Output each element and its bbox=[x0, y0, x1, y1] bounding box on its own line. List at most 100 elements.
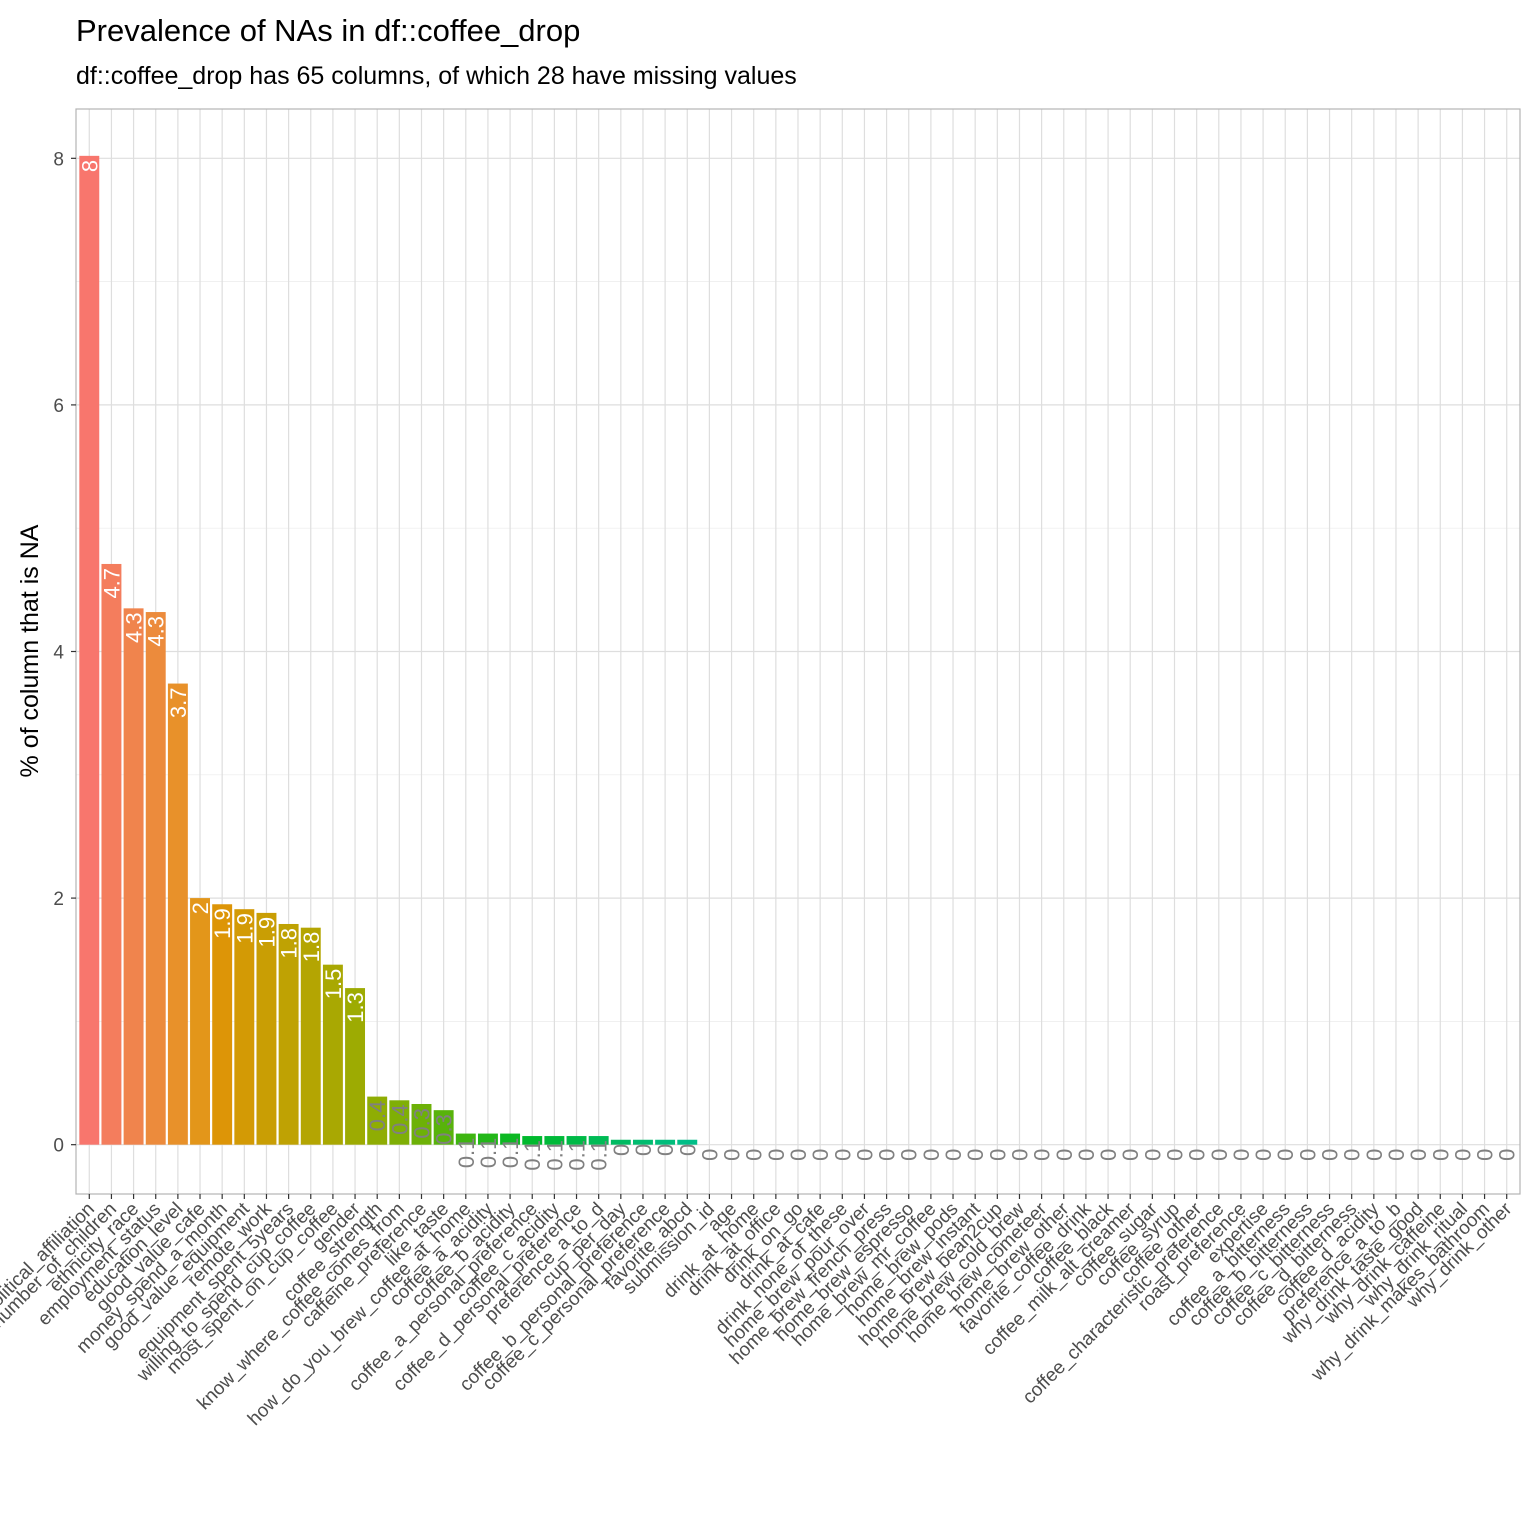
bar-label: 0 bbox=[1251, 1149, 1276, 1161]
bar-label: 0 bbox=[1428, 1149, 1453, 1161]
y-tick-label: 0 bbox=[53, 1136, 64, 1157]
bar-label: 1.9 bbox=[232, 913, 257, 944]
bar-label: 0 bbox=[1052, 1149, 1077, 1161]
bar bbox=[190, 898, 210, 1145]
bar-label: 1.3 bbox=[343, 992, 368, 1023]
bar-label: 0 bbox=[941, 1149, 966, 1161]
bar-label: 0 bbox=[764, 1149, 789, 1161]
bar-label: 0 bbox=[697, 1149, 722, 1161]
bar-label: 0 bbox=[786, 1149, 811, 1161]
bar-label: 0 bbox=[1207, 1149, 1232, 1161]
bar-label: 0 bbox=[1185, 1149, 1210, 1161]
bar-label: 3.7 bbox=[166, 688, 191, 719]
chart-title: Prevalence of NAs in df::coffee_drop bbox=[76, 13, 580, 48]
plot-panel: 84.74.34.33.721.91.91.91.81.81.51.30.40.… bbox=[0, 108, 1521, 1430]
bar bbox=[79, 155, 100, 1145]
bar bbox=[101, 563, 122, 1145]
bar bbox=[677, 1139, 698, 1145]
bar bbox=[477, 1133, 498, 1145]
bar-label: 4.3 bbox=[144, 616, 169, 647]
bar-label: 0.4 bbox=[387, 1104, 412, 1135]
bar bbox=[322, 964, 343, 1145]
bar-label: 0 bbox=[742, 1149, 767, 1161]
bar-label: 0 bbox=[1074, 1149, 1099, 1161]
bar-label: 0 bbox=[1318, 1149, 1343, 1161]
bar-label: 4.7 bbox=[99, 568, 124, 599]
bar bbox=[500, 1133, 521, 1145]
bar-label: 0 bbox=[631, 1144, 656, 1156]
bar-label: 0.1 bbox=[476, 1138, 501, 1169]
chart-subtitle: df::coffee_drop has 65 columns, of which… bbox=[76, 62, 797, 90]
bar bbox=[633, 1139, 653, 1145]
y-axis-label: % of column that is NA bbox=[16, 524, 44, 777]
bar bbox=[345, 988, 366, 1145]
bar bbox=[123, 608, 144, 1145]
bar-label: 8 bbox=[77, 160, 102, 172]
y-tick-label: 4 bbox=[53, 643, 64, 664]
bar-label: 1.8 bbox=[277, 928, 302, 959]
bar-label: 0 bbox=[1473, 1149, 1498, 1161]
bar bbox=[411, 1103, 432, 1145]
bar-label: 0 bbox=[1450, 1149, 1475, 1161]
bar-label: 0 bbox=[1340, 1149, 1365, 1161]
bar-label: 1.8 bbox=[299, 932, 324, 963]
bar bbox=[212, 904, 233, 1145]
bar-label: 0 bbox=[1273, 1149, 1298, 1161]
bar-label: 0 bbox=[653, 1144, 678, 1156]
bar bbox=[522, 1136, 543, 1145]
bar-label: 0.1 bbox=[454, 1138, 479, 1169]
bar-label: 0 bbox=[1362, 1149, 1387, 1161]
bar bbox=[610, 1139, 631, 1145]
bar-label: 1.9 bbox=[210, 908, 235, 939]
bar-label: 0 bbox=[1384, 1149, 1409, 1161]
bar bbox=[145, 612, 166, 1145]
bar-label: 0 bbox=[808, 1149, 833, 1161]
y-tick-label: 8 bbox=[53, 149, 64, 170]
bar bbox=[167, 683, 188, 1145]
bar-label: 0 bbox=[919, 1149, 944, 1161]
bar bbox=[300, 927, 321, 1145]
bar-label: 0 bbox=[852, 1149, 877, 1161]
bar bbox=[278, 923, 299, 1145]
bar-label: 4.3 bbox=[122, 612, 147, 643]
bar-label: 1.5 bbox=[321, 969, 346, 1000]
y-tick-label: 2 bbox=[53, 889, 64, 910]
bar bbox=[234, 909, 255, 1145]
y-tick-label: 6 bbox=[53, 396, 64, 417]
bar-label: 0 bbox=[1229, 1149, 1254, 1161]
bar-label: 0 bbox=[1030, 1149, 1055, 1161]
bar bbox=[256, 912, 277, 1145]
bar-label: 0.1 bbox=[565, 1140, 590, 1171]
bar-label: 2 bbox=[188, 902, 213, 914]
bar-label: 0 bbox=[1118, 1149, 1143, 1161]
bar-label: 0 bbox=[720, 1149, 745, 1161]
bar-label: 0 bbox=[1406, 1149, 1431, 1161]
bar bbox=[588, 1136, 609, 1145]
bar-label: 0 bbox=[963, 1149, 988, 1161]
bar-label: 0.4 bbox=[365, 1101, 390, 1132]
bar-label: 0.1 bbox=[542, 1140, 567, 1171]
bar-label: 0.3 bbox=[432, 1114, 457, 1145]
bar bbox=[433, 1110, 454, 1145]
bar-label: 0.3 bbox=[409, 1108, 434, 1139]
bar-label: 0 bbox=[1295, 1149, 1320, 1161]
bar-label: 0 bbox=[897, 1149, 922, 1161]
bar bbox=[455, 1133, 476, 1145]
bar-label: 0 bbox=[985, 1149, 1010, 1161]
bar bbox=[655, 1139, 676, 1145]
bar bbox=[367, 1096, 388, 1145]
bar-label: 0 bbox=[875, 1149, 900, 1161]
bar-label: 0 bbox=[1140, 1149, 1165, 1161]
bar-label: 0 bbox=[830, 1149, 855, 1161]
bar-label: 0 bbox=[1096, 1149, 1121, 1161]
bar-label: 0 bbox=[1007, 1149, 1032, 1161]
bar bbox=[389, 1100, 410, 1145]
bar-label: 0.1 bbox=[587, 1140, 612, 1171]
bar-label: 0 bbox=[675, 1144, 700, 1156]
bar-label: 1.9 bbox=[254, 917, 279, 948]
bar bbox=[544, 1136, 565, 1145]
bar bbox=[566, 1136, 587, 1145]
bar-label: 0 bbox=[1163, 1149, 1188, 1161]
